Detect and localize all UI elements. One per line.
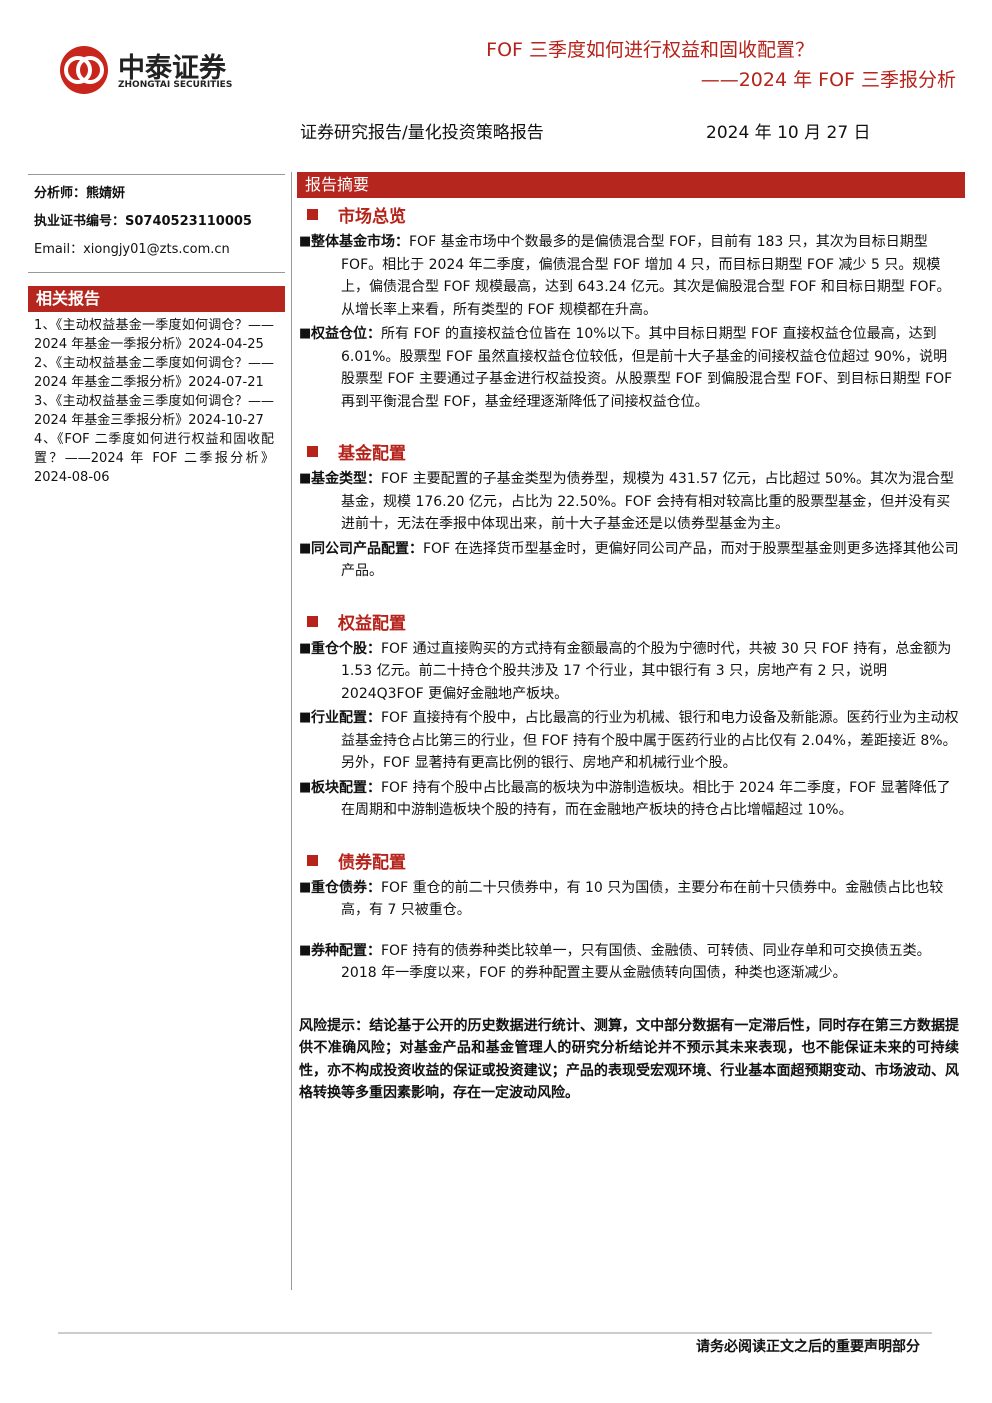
bullet: ■ xyxy=(299,710,312,725)
summary-item: ■ 重仓债券： FOF 重仓的前二十只债券中，有 10 只为国债，主要分布在前十只债… xyxy=(299,877,959,922)
heading-marker xyxy=(307,615,318,627)
summary-item: ■ 券种配置： FOF 持有的债券种类比较单一，只有国债、金融债、可转债、同业存单和… xyxy=(299,940,959,985)
sidebar-rule xyxy=(28,174,285,175)
heading-text: 债券配置 xyxy=(338,852,406,873)
related-item: 1、《主动权益基金一季度如何调仓？——2024 年基金一季报分析》2024-04… xyxy=(34,318,274,352)
item-text: FOF 持有个股中占比最高的板块为中游制造板块。相比于 2024 年二季度，FO… xyxy=(341,779,951,819)
item-text: 所有 FOF 的直接权益仓位皆在 10%以下。其中目标日期型 FOF 直接权益仓… xyxy=(341,326,953,410)
footer-notice: 请务必阅读正文之后的重要声明部分 xyxy=(696,1339,920,1355)
heading-marker xyxy=(307,446,318,457)
bullet: ■ xyxy=(299,471,312,486)
summary-item: ■ 行业配置： FOF 直接持有个股中，占比最高的行业为机械、银行和电力设备及新能源… xyxy=(299,707,959,775)
summary-item: ■ 整体基金市场： FOF 基金市场中个数最多的是偏债混合型 FOF，目前有 183… xyxy=(299,231,959,321)
bullet: ■ xyxy=(299,779,312,795)
heading-text: 市场总览 xyxy=(338,207,406,227)
bullet: ■ xyxy=(299,640,312,656)
analyst: 分析师：熊婧妍 xyxy=(34,184,125,203)
item-text: FOF 持有的债券种类比较单一，只有国债、金融债、可转债、同业存单和可交换债五类… xyxy=(341,942,931,982)
section-heading: 基金配置 xyxy=(307,439,959,464)
risk-text: 结论基于公开的历史数据进行统计、测算，文中部分数据有一定滞后性，同时存在第三方数… xyxy=(299,1017,959,1102)
logo-mark xyxy=(60,46,108,94)
risk-label: 风险提示： xyxy=(299,1017,370,1034)
item-label: 重仓个股： xyxy=(311,640,381,657)
heading-marker xyxy=(307,854,318,866)
heading-text: 权益配置 xyxy=(338,613,406,634)
related-item: 3、《主动权益基金三季度如何调仓？——2024 年基金三季报分析》2024-10… xyxy=(34,394,274,428)
bullet: ■ xyxy=(299,234,312,249)
related-title: 相关报告 xyxy=(28,286,285,312)
main: 市场总览 ■ 整体基金市场： FOF 基金市场中个数最多的是偏债混合型 FOF，目前有… xyxy=(299,188,959,1105)
item-label: 行业配置： xyxy=(311,710,381,726)
summary-item: ■ 同公司产品配置： FOF 在选择货币型基金时，更偏好同公司产品，而对于股票型基金… xyxy=(299,538,959,583)
analyst-name: 熊婧妍 xyxy=(86,186,126,201)
summary-item: ■ 权益仓位： 所有 FOF 的直接权益仓位皆在 10%以下。其中目标日期型 FOF… xyxy=(299,323,959,413)
item-text: FOF 主要配置的子基金类型为债券型，规模为 431.57 亿元，占比超过 50… xyxy=(341,471,955,532)
email: Email：xiongjy01@zts.com.cn xyxy=(34,242,230,257)
title: FOF 三季度如何进行权益和固收配置？ xyxy=(486,39,814,61)
item-text: FOF 直接持有个股中，占比最高的行业为机械、银行和电力设备及新能源。医药行业为… xyxy=(341,710,959,771)
section-heading: 市场总览 xyxy=(307,202,959,227)
logo-en: ZHONGTAI SECURITIES xyxy=(118,80,233,90)
section-heading: 权益配置 xyxy=(307,609,959,634)
summary-item: ■ 基金类型： FOF 主要配置的子基金类型为债券型，规模为 431.57 亿元，占… xyxy=(299,468,959,536)
item-label: 券种配置： xyxy=(311,942,381,959)
section-heading: 债券配置 xyxy=(307,848,959,873)
summary-item: ■ 重仓个股： FOF 通过直接购买的方式持有金额最高的个股为宁德时代，共被 30 … xyxy=(299,638,959,706)
bullet: ■ xyxy=(299,326,312,341)
cert-label: 执业证书编号： xyxy=(34,214,126,229)
bullet: ■ xyxy=(299,540,312,556)
heading-text: 基金配置 xyxy=(338,444,406,464)
item-text: FOF 在选择货币型基金时，更偏好同公司产品，而对于股票型基金则更多选择其他公司… xyxy=(341,540,959,580)
related-item: 2、《主动权益基金二季度如何调仓？——2024 年基金二季报分析》2024-07… xyxy=(34,356,274,390)
cert: 执业证书编号：S0740523110005 xyxy=(34,212,252,231)
summary-title: 报告摘要 xyxy=(297,172,965,198)
item-label: 权益仓位： xyxy=(311,326,381,342)
footer-rule xyxy=(58,1332,932,1334)
item-text: FOF 通过直接购买的方式持有金额最高的个股为宁德时代，共被 30 只 FOF … xyxy=(341,640,952,702)
item-label: 基金类型： xyxy=(311,471,381,487)
cert-no: S0740523110005 xyxy=(125,214,252,229)
analyst-label: 分析师： xyxy=(34,186,87,201)
date: 2024 年 10 月 27 日 xyxy=(706,123,871,143)
bullet: ■ xyxy=(299,942,312,958)
risk: 风险提示：结论基于公开的历史数据进行统计、测算，文中部分数据有一定滞后性，同时存… xyxy=(299,1015,959,1105)
item-text: FOF 重仓的前二十只债券中，有 10 只为国债，主要分布在前十只债券中。金融债… xyxy=(341,879,944,919)
item-label: 整体基金市场： xyxy=(311,234,409,250)
item-label: 板块配置： xyxy=(311,779,381,796)
summary-item: ■ 板块配置： FOF 持有个股中占比最高的板块为中游制造板块。相比于 2024 年… xyxy=(299,777,959,822)
item-text: FOF 基金市场中个数最多的是偏债混合型 FOF，目前有 183 只，其次为目标… xyxy=(341,234,951,318)
heading-marker xyxy=(307,209,318,220)
report-type: 证券研究报告/量化投资策略报告 xyxy=(300,123,544,143)
divider xyxy=(291,172,292,1290)
sidebar-rule xyxy=(28,272,285,273)
bullet: ■ xyxy=(299,879,312,895)
subtitle: ——2024 年 FOF 三季报分析 xyxy=(700,69,956,91)
item-label: 重仓债券： xyxy=(311,879,381,896)
item-label: 同公司产品配置： xyxy=(311,540,423,557)
related-item: 4、《FOF 二季度如何进行权益和固收配置？——2024 年 FOF 二季报分析… xyxy=(34,432,274,485)
related-list: 1、《主动权益基金一季度如何调仓？——2024 年基金一季报分析》2024-04… xyxy=(34,316,274,487)
logo-cn: 中泰证券 xyxy=(118,53,226,84)
